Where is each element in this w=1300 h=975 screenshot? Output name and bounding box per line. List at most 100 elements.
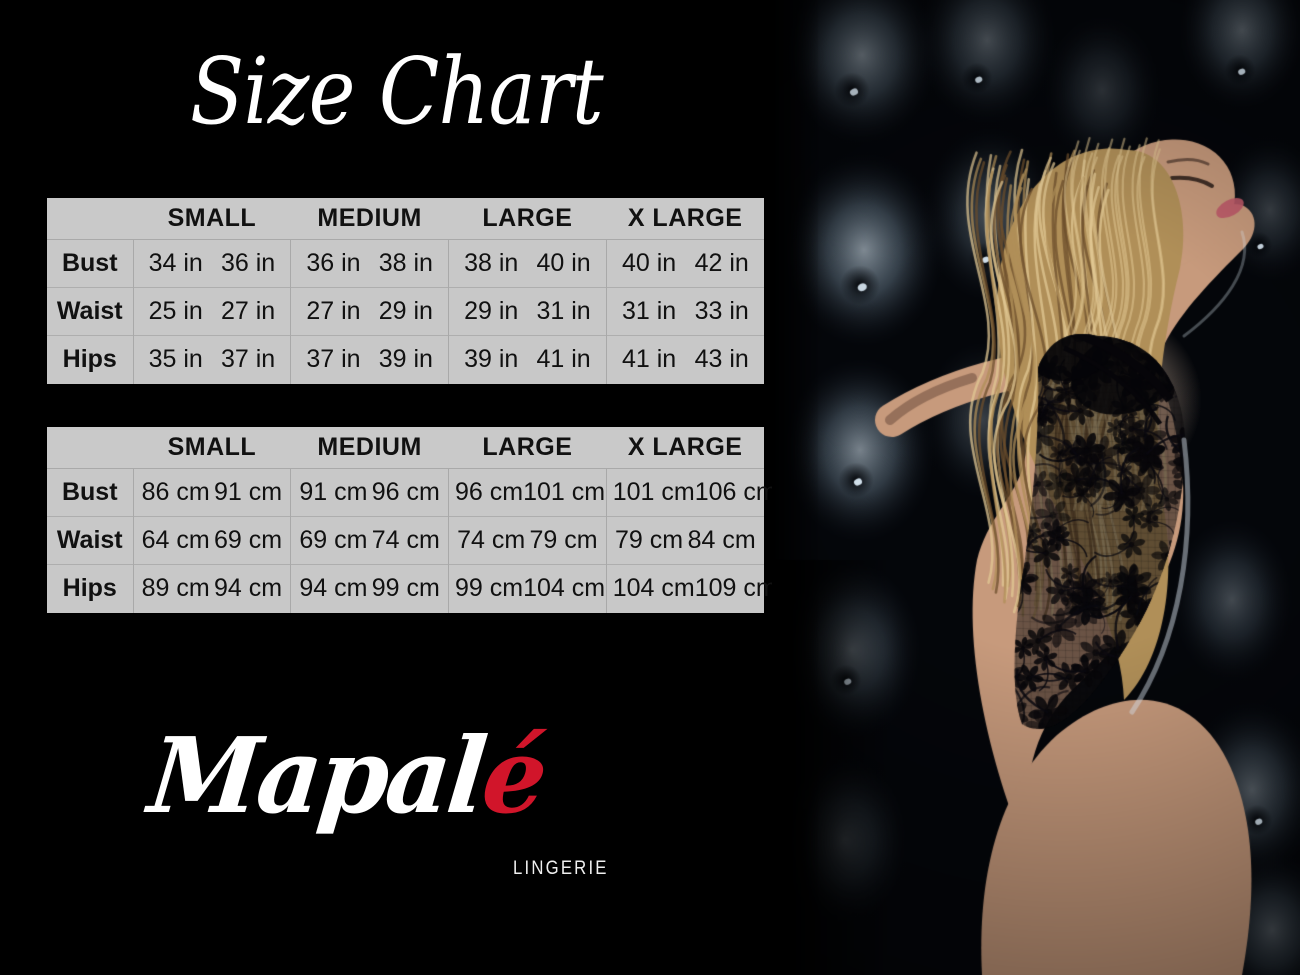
table-header-inches: SMALL MEDIUM LARGE X LARGE <box>47 198 764 240</box>
cell-waist-small: 64 cm 69 cm <box>133 516 292 565</box>
cell-hips-small: 89 cm 94 cm <box>133 564 292 613</box>
row-label-waist: Waist <box>47 287 134 336</box>
cell-waist-large: 74 cm 79 cm <box>448 516 607 565</box>
header-medium: MEDIUM <box>290 427 449 469</box>
cell-hips-xlarge: 41 in 43 in <box>606 335 764 384</box>
value-min: 79 cm <box>615 526 684 554</box>
info-panel: Size Chart SMALL MEDIUM LARGE X LARGE Bu… <box>47 38 777 890</box>
value-max: 29 in <box>378 297 433 325</box>
model-photo <box>772 0 1300 975</box>
value-max: 104 cm <box>523 574 606 603</box>
table-row: Hips 35 in 37 in 37 in 39 in 39 in 41 in 41… <box>47 335 764 384</box>
header-large: LARGE <box>448 427 607 469</box>
cell-waist-medium: 69 cm 74 cm <box>290 516 449 565</box>
value-min: 64 cm <box>141 526 210 554</box>
header-corner <box>47 198 133 240</box>
brand-logo: Mapalé LINGERIE <box>144 710 620 890</box>
header-small: SMALL <box>133 427 291 469</box>
cell-bust-small: 34 in 36 in <box>133 239 292 288</box>
table-row: Waist 25 in 27 in 27 in 29 in 29 in 31 in 3… <box>47 287 764 336</box>
value-max: 79 cm <box>529 526 598 554</box>
value-max: 41 in <box>536 345 591 374</box>
row-label-bust: Bust <box>47 468 134 517</box>
cell-waist-small: 25 in 27 in <box>133 287 292 336</box>
cell-hips-medium: 94 cm 99 cm <box>290 564 449 613</box>
value-min: 36 in <box>306 249 361 277</box>
cell-waist-xlarge: 31 in 33 in <box>606 287 764 336</box>
value-min: 86 cm <box>141 478 210 506</box>
value-max: 43 in <box>694 345 749 374</box>
header-xlarge: X LARGE <box>606 427 764 469</box>
table-header-centimeters: SMALL MEDIUM LARGE X LARGE <box>47 427 764 469</box>
table-body-centimeters: Bust 86 cm 91 cm 91 cm 96 cm 96 cm 101 cm 1… <box>47 468 777 613</box>
header-medium: MEDIUM <box>290 198 449 240</box>
header-xlarge: X LARGE <box>606 198 764 240</box>
cell-bust-medium: 91 cm 96 cm <box>290 468 449 517</box>
value-min: 74 cm <box>457 526 526 554</box>
value-max: 99 cm <box>371 574 440 603</box>
table-row: Waist 64 cm 69 cm 69 cm 74 cm 74 cm 79 cm 7… <box>47 516 764 565</box>
brand-tagline: LINGERIE <box>513 858 609 879</box>
header-row: SMALL MEDIUM LARGE X LARGE <box>47 198 764 240</box>
header-corner <box>47 427 133 469</box>
value-max: 94 cm <box>214 574 283 603</box>
row-label-hips: Hips <box>47 335 134 384</box>
value-min: 99 cm <box>455 574 524 603</box>
cell-waist-large: 29 in 31 in <box>448 287 607 336</box>
cell-waist-xlarge: 79 cm 84 cm <box>606 516 764 565</box>
header-large: LARGE <box>448 198 607 240</box>
row-label-hips: Hips <box>47 564 134 613</box>
value-max: 38 in <box>378 249 433 277</box>
value-min: 29 in <box>464 297 519 325</box>
cell-hips-large: 39 in 41 in <box>448 335 607 384</box>
model-photo-canvas <box>772 0 1300 975</box>
value-max: 96 cm <box>371 478 440 506</box>
brand-wordmark: Mapalé <box>143 710 551 842</box>
row-label-bust: Bust <box>47 239 134 288</box>
cell-bust-xlarge: 40 in 42 in <box>606 239 764 288</box>
value-min: 35 in <box>148 345 203 374</box>
header-small: SMALL <box>133 198 291 240</box>
value-min: 41 in <box>621 345 677 374</box>
row-label-waist: Waist <box>47 516 134 565</box>
cell-bust-large: 38 in 40 in <box>448 239 607 288</box>
value-min: 89 cm <box>141 574 210 603</box>
value-max: 101 cm <box>523 478 606 506</box>
cell-bust-large: 96 cm 101 cm <box>448 468 607 517</box>
cell-waist-medium: 27 in 29 in <box>290 287 449 336</box>
value-max: 36 in <box>220 249 276 277</box>
brand-wordmark-accent: é <box>476 714 551 837</box>
table-row: Bust 86 cm 91 cm 91 cm 96 cm 96 cm 101 cm 1… <box>47 468 777 517</box>
size-table-inches: SMALL MEDIUM LARGE X LARGE Bust 34 in 36 … <box>47 198 764 384</box>
value-min: 91 cm <box>299 478 368 506</box>
value-max: 39 in <box>378 345 433 374</box>
value-min: 27 in <box>306 297 361 325</box>
value-min: 94 cm <box>299 574 368 603</box>
value-min: 104 cm <box>612 574 695 603</box>
value-max: 91 cm <box>214 478 283 506</box>
value-max: 74 cm <box>371 526 440 554</box>
value-max: 106 cm <box>694 478 777 506</box>
cell-bust-small: 86 cm 91 cm <box>133 468 292 517</box>
table-body-inches: Bust 34 in 36 in 36 in 38 in 38 in 40 in 40… <box>47 239 764 384</box>
value-min: 25 in <box>148 297 203 325</box>
value-min: 38 in <box>464 249 519 277</box>
value-max: 31 in <box>536 297 591 325</box>
size-table-centimeters: SMALL MEDIUM LARGE X LARGE Bust 86 cm 91 … <box>47 427 777 613</box>
cell-bust-medium: 36 in 38 in <box>290 239 449 288</box>
value-max: 40 in <box>536 249 591 277</box>
table-row: Bust 34 in 36 in 36 in 38 in 38 in 40 in 40… <box>47 239 764 288</box>
value-min: 34 in <box>148 249 203 277</box>
value-min: 39 in <box>464 345 519 374</box>
cell-bust-xlarge: 101 cm 106 cm <box>606 468 777 517</box>
brand-wordmark-main: Mapal <box>143 714 490 837</box>
value-max: 27 in <box>220 297 276 325</box>
page-title: Size Chart <box>190 38 604 145</box>
value-min: 37 in <box>306 345 361 374</box>
value-max: 84 cm <box>687 526 756 554</box>
value-max: 37 in <box>220 345 276 374</box>
value-max: 69 cm <box>214 526 283 554</box>
value-max: 109 cm <box>694 574 777 603</box>
cell-hips-xlarge: 104 cm 109 cm <box>606 564 777 613</box>
